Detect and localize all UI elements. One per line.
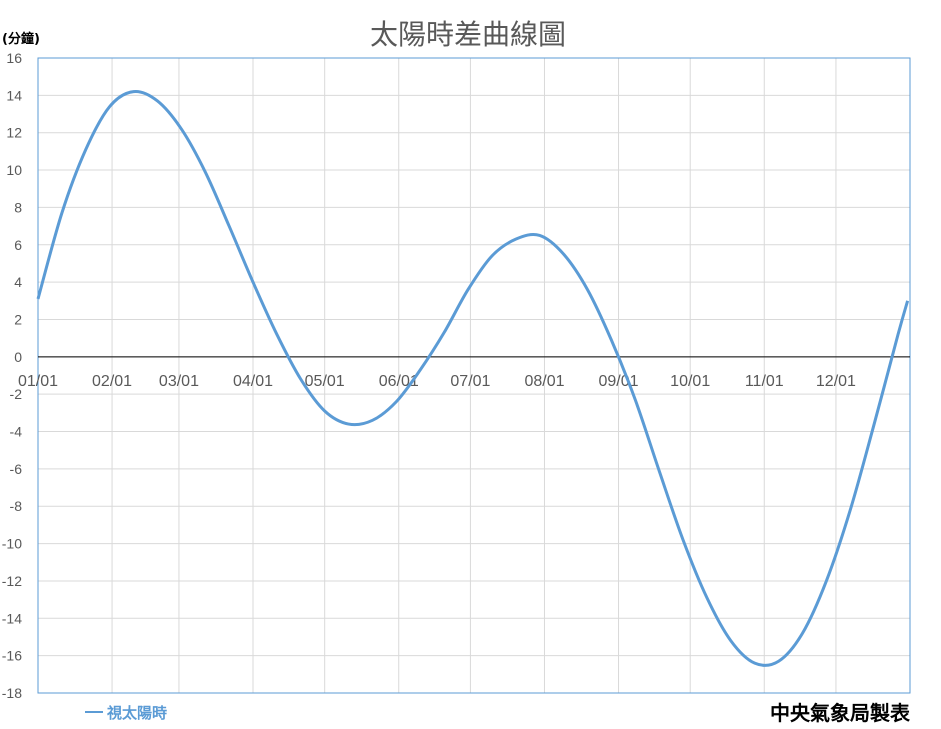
x-tick-label: 07/01 — [450, 373, 490, 390]
y-tick-label: 6 — [14, 237, 22, 253]
y-tick-label: -14 — [2, 610, 22, 626]
y-tick-label: 14 — [6, 87, 22, 103]
y-tick-label: 16 — [6, 50, 22, 66]
y-axis-ticks: 16 14 12 10 8 6 4 2 0 -2 -4 -6 -8 -10 -12 -14 -16 -18 — [2, 50, 22, 701]
legend: 視太陽時 — [85, 704, 167, 722]
y-tick-label: -4 — [10, 424, 23, 440]
x-tick-label: 10/01 — [670, 373, 710, 390]
y-axis-unit-label: (分鐘) — [2, 31, 40, 47]
y-tick-label: -2 — [10, 386, 23, 402]
series-line — [36, 89, 910, 667]
y-tick-label: -16 — [2, 648, 22, 664]
y-tick-label: -6 — [10, 461, 23, 477]
x-tick-label: 04/01 — [233, 373, 273, 390]
x-tick-label: 05/01 — [305, 373, 345, 390]
y-tick-label: -12 — [2, 573, 22, 589]
y-tick-label: 12 — [6, 125, 22, 141]
x-axis-ticks: 01/01 02/01 03/01 04/01 05/01 06/01 07/01 08/01… — [18, 373, 856, 390]
y-tick-label: -10 — [2, 536, 22, 552]
legend-label: 視太陽時 — [106, 704, 167, 722]
y-tick-label: 8 — [14, 199, 22, 215]
x-tick-label: 01/01 — [18, 373, 58, 390]
chart-title: 太陽時差曲線圖 — [370, 18, 566, 51]
y-tick-label: 4 — [14, 274, 22, 290]
plot-border — [37, 57, 911, 694]
x-tick-label: 02/01 — [92, 373, 132, 390]
x-tick-label: 12/01 — [816, 373, 856, 390]
y-tick-label: -18 — [2, 685, 22, 701]
y-tick-label: -8 — [10, 498, 23, 514]
x-tick-label: 08/01 — [524, 373, 564, 390]
series-layer — [36, 89, 910, 667]
y-tick-label: 10 — [6, 162, 22, 178]
x-tick-label: 11/01 — [745, 373, 784, 390]
x-tick-label: 03/01 — [159, 373, 199, 390]
y-tick-label: 2 — [14, 311, 22, 327]
x-tick-label: 09/01 — [599, 373, 639, 390]
y-tick-label: 0 — [14, 349, 22, 365]
credit-label: 中央氣象局製表 — [770, 701, 911, 725]
